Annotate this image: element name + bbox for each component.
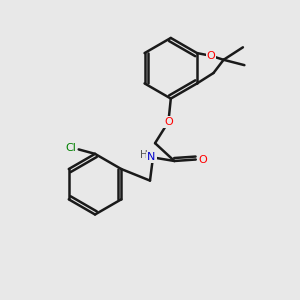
Text: H: H (140, 150, 148, 160)
Text: O: O (207, 51, 215, 61)
Text: Cl: Cl (65, 143, 76, 153)
Text: O: O (198, 154, 207, 164)
Text: N: N (147, 152, 156, 162)
Text: O: O (164, 117, 173, 127)
